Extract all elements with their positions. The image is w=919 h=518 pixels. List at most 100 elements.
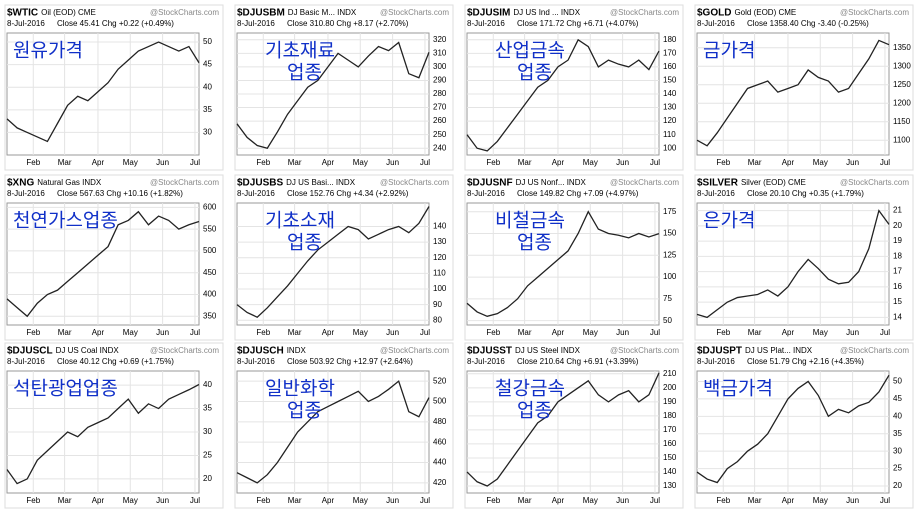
y-tick-label: 130	[663, 103, 677, 112]
x-tick-label: Jul	[420, 158, 430, 167]
x-tick-label: Jul	[650, 158, 660, 167]
annotation: 철강금속	[495, 378, 565, 400]
x-tick-label: Apr	[322, 158, 335, 167]
x-tick-label: Apr	[322, 496, 335, 505]
x-tick-label: May	[123, 158, 138, 167]
y-tick-label: 270	[433, 103, 447, 112]
price-line	[236, 380, 430, 484]
y-tick-label: 100	[433, 284, 447, 293]
y-tick-label: 30	[893, 446, 902, 455]
price-line	[466, 38, 660, 152]
description: Natural Gas INDX	[37, 178, 102, 187]
x-tick-label: Jun	[616, 158, 629, 167]
y-tick-label: 175	[663, 207, 677, 216]
y-tick-label: 25	[893, 464, 902, 473]
y-tick-label: 45	[893, 394, 902, 403]
y-tick-label: 290	[433, 76, 447, 85]
x-tick-label: Apr	[92, 328, 105, 337]
quote: Close 210.64 Chg +6.91 (+3.39%)	[517, 357, 639, 366]
y-tick-label: 50	[893, 377, 902, 386]
x-tick-label: Mar	[748, 496, 762, 505]
y-tick-label: 150	[663, 453, 677, 462]
watermark: @StockCharts.com	[840, 8, 909, 17]
symbol: $XNG	[7, 178, 34, 189]
symbol: $GOLD	[697, 8, 731, 19]
price-line	[6, 383, 200, 485]
y-tick-label: 160	[663, 62, 677, 71]
y-tick-label: 520	[433, 376, 447, 385]
x-tick-label: Feb	[486, 158, 500, 167]
x-tick-label: May	[353, 328, 368, 337]
watermark: @StockCharts.com	[150, 178, 219, 187]
description: Silver (EOD) CME	[741, 178, 806, 187]
x-tick-label: Jul	[420, 328, 430, 337]
x-tick-label: Mar	[748, 328, 762, 337]
x-tick-label: May	[353, 496, 368, 505]
annotation: 원유가격	[13, 40, 83, 62]
y-tick-label: 40	[203, 380, 212, 389]
annotation: 백금가격	[703, 378, 773, 400]
symbol: $WTIC	[7, 8, 38, 19]
x-tick-label: Mar	[288, 158, 302, 167]
price-line	[236, 41, 430, 149]
x-tick-label: Jul	[650, 328, 660, 337]
y-tick-label: 30	[203, 427, 212, 436]
y-tick-label: 460	[433, 437, 447, 446]
plot-area	[696, 202, 890, 326]
x-tick-label: Jun	[156, 328, 169, 337]
x-tick-label: Jul	[190, 328, 200, 337]
x-tick-label: Jul	[880, 496, 890, 505]
annotation: 비철금속	[495, 210, 565, 232]
y-tick-label: 240	[433, 143, 447, 152]
y-tick-label: 550	[203, 224, 217, 233]
x-tick-label: Jul	[880, 328, 890, 337]
plot-area	[466, 202, 660, 326]
x-tick-label: Mar	[288, 496, 302, 505]
x-tick-label: Apr	[322, 328, 335, 337]
y-tick-label: 90	[433, 300, 442, 309]
y-tick-label: 17	[893, 267, 902, 276]
date: 8-Jul-2016	[467, 19, 505, 28]
y-tick-label: 280	[433, 89, 447, 98]
y-tick-label: 310	[433, 48, 447, 57]
y-tick-label: 300	[433, 62, 447, 71]
watermark: @StockCharts.com	[380, 178, 449, 187]
symbol: $DJUSIM	[467, 8, 510, 19]
y-tick-label: 100	[663, 143, 677, 152]
y-tick-label: 1300	[893, 61, 911, 70]
x-tick-label: Feb	[256, 496, 270, 505]
x-tick-label: May	[813, 328, 828, 337]
y-tick-label: 19	[893, 236, 902, 245]
quote: Close 149.82 Chg +7.09 (+4.97%)	[517, 189, 639, 198]
x-tick-label: Mar	[518, 158, 532, 167]
x-tick-label: Feb	[716, 328, 730, 337]
date: 8-Jul-2016	[7, 189, 45, 198]
x-tick-label: May	[583, 158, 598, 167]
y-tick-label: 16	[893, 282, 902, 291]
quote: Close 503.92 Chg +12.97 (+2.64%)	[287, 357, 413, 366]
y-tick-label: 100	[663, 272, 677, 281]
annotation: 석탄광업업종	[13, 378, 118, 400]
annotation: 일반화학	[265, 378, 335, 400]
x-tick-label: Feb	[256, 328, 270, 337]
y-tick-label: 80	[433, 315, 442, 324]
x-tick-label: Jun	[846, 328, 859, 337]
plot-area	[6, 32, 200, 156]
x-tick-label: Jun	[386, 158, 399, 167]
watermark: @StockCharts.com	[840, 346, 909, 355]
x-tick-label: Jun	[386, 496, 399, 505]
watermark: @StockCharts.com	[150, 8, 219, 17]
x-tick-label: Mar	[518, 496, 532, 505]
description: INDX	[287, 346, 307, 355]
y-tick-label: 150	[663, 229, 677, 238]
quote: Close 310.80 Chg +8.17 (+2.70%)	[287, 19, 409, 28]
x-tick-label: May	[123, 496, 138, 505]
y-tick-label: 40	[893, 411, 902, 420]
symbol: $DJUSBM	[237, 8, 285, 19]
annotation: 산업금속	[495, 40, 565, 62]
date: 8-Jul-2016	[237, 189, 275, 198]
plot-area	[6, 202, 200, 326]
x-tick-label: Mar	[58, 158, 72, 167]
y-tick-label: 500	[433, 397, 447, 406]
annotation: 업종	[517, 62, 552, 84]
